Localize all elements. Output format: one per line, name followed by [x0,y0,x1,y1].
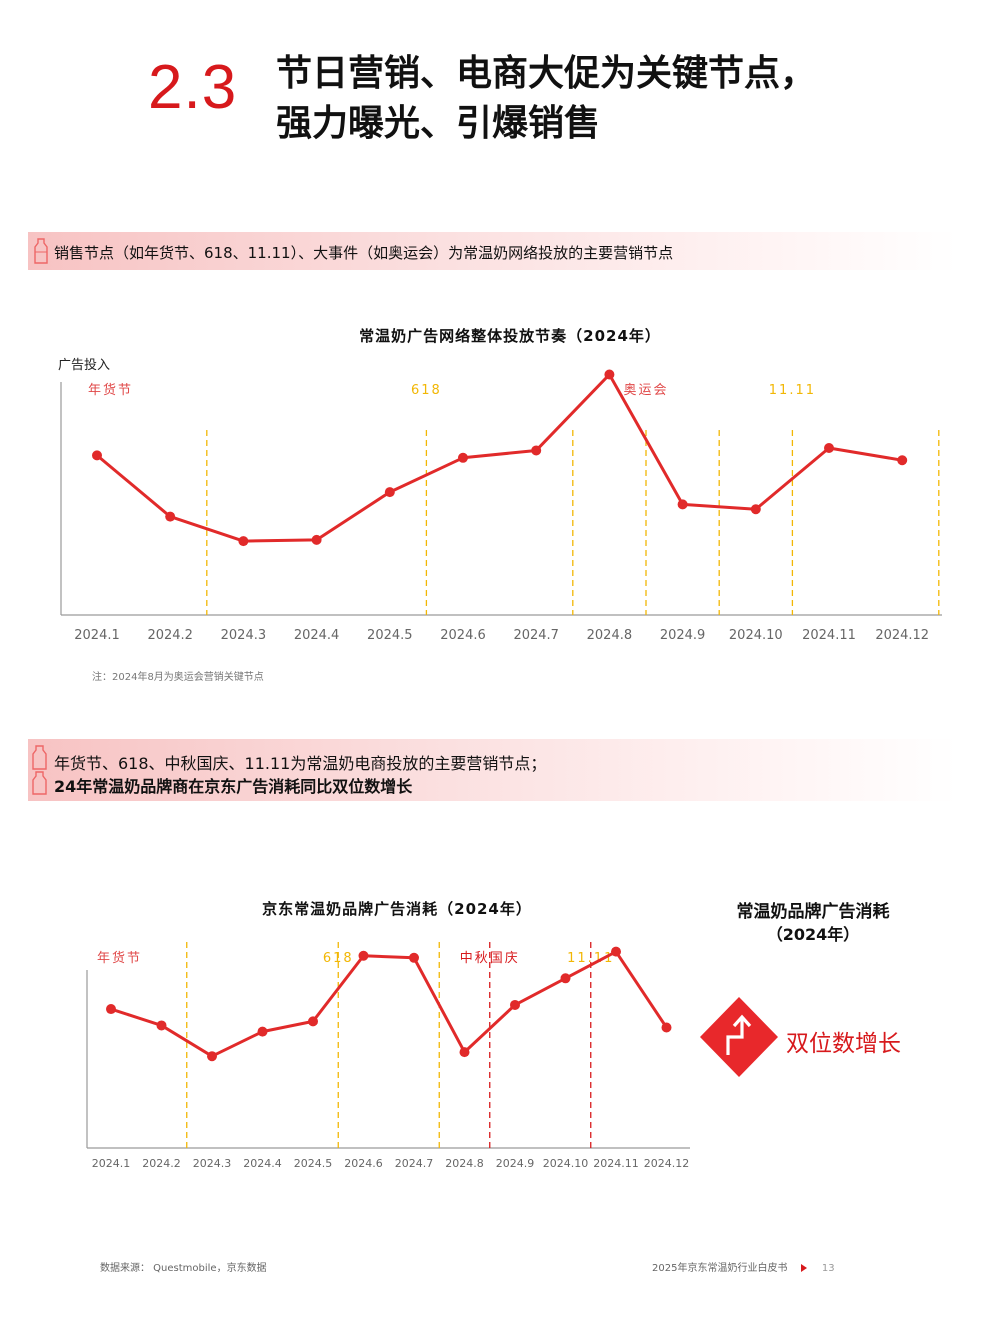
data-point [92,450,102,461]
data-point [750,504,761,515]
event-marker-label: 618 [411,383,442,398]
x-tick-label: 2024.5 [294,1157,333,1170]
data-point [207,1051,217,1062]
data-point [560,973,571,984]
x-tick-label: 2024.3 [193,1157,232,1170]
banner-ecommerce-line2: 24年常温奶品牌商在京东广告消耗同比双位数增长 [54,777,413,796]
page-title-line1: 节日营销、电商大促为关键节点， [276,53,817,94]
data-point [661,1022,672,1033]
data-point [238,536,249,547]
data-point [897,455,908,466]
event-marker-label: 11.11 [567,951,614,966]
x-tick-label: 2024.10 [729,628,783,643]
x-tick-label: 2024.7 [395,1157,434,1170]
event-marker-label: 中秋国庆 [460,951,520,966]
page-number: 13 [821,1263,835,1274]
data-point [156,1020,167,1031]
data-point [308,1016,318,1027]
data-point [459,1047,470,1058]
data-point [604,369,615,380]
play-triangle-icon [800,1264,807,1272]
data-point [824,443,834,453]
event-marker-label: 年货节 [88,382,133,398]
side-panel-subtitle: （2024年） [766,925,860,944]
event-marker-label: 11.11 [769,383,816,398]
banner-ecommerce-line1: 年货节、618、中秋国庆、11.11为常温奶电商投放的主要营销节点； [54,754,547,773]
side-panel-title: 常温奶品牌广告消耗 [736,902,890,922]
banner-ecommerce: 年货节、618、中秋国庆、11.11为常温奶电商投放的主要营销节点； 24年常温… [28,739,958,801]
x-tick-label: 2024.7 [513,628,559,643]
event-marker-label: 618 [323,951,354,966]
data-point [106,1004,116,1015]
banner-network: 销售节点（如年货节、618、11.11）、大事件（如奥运会）为常温奶网络投放的主… [28,232,958,270]
x-tick-label: 2024.5 [367,628,413,643]
data-point [257,1026,268,1037]
x-tick-label: 2024.8 [587,628,633,643]
report-footer: 2025年京东常温奶行业白皮书 13 [652,1259,835,1274]
event-marker-label: 年货节 [97,950,142,966]
chart-title: 常温奶广告网络整体投放节奏（2024年） [359,327,661,345]
report-name: 2025年京东常温奶行业白皮书 [652,1263,788,1274]
x-tick-label: 2024.1 [74,628,120,643]
data-point [531,445,542,456]
series-line [96,373,903,543]
banner-network-text: 销售节点（如年货节、618、11.11）、大事件（如奥运会）为常温奶网络投放的主… [54,244,674,262]
x-tick-label: 2024.8 [445,1157,484,1170]
data-point [165,511,176,522]
x-tick-label: 2024.12 [875,628,929,643]
data-point [358,950,369,961]
event-marker-label: 奥运会 [623,383,668,398]
data-point [677,499,688,510]
x-tick-label: 2024.9 [660,628,706,643]
x-tick-label: 2024.10 [543,1157,589,1170]
x-tick-label: 2024.2 [147,628,193,643]
x-tick-label: 2024.3 [221,628,267,643]
data-point [510,999,520,1010]
chart-title: 京东常温奶品牌广告消耗（2024年） [262,900,532,918]
x-tick-label: 2024.11 [802,628,856,643]
data-point [384,487,395,498]
milk-bottle-icon [32,745,47,795]
data-point [311,534,322,545]
x-tick-label: 2024.9 [496,1157,535,1170]
x-tick-label: 2024.12 [644,1157,690,1170]
x-tick-label: 2024.11 [593,1157,639,1170]
growth-label: 双位数增长 [786,1031,901,1057]
chart-note: 注：2024年8月为奥运会营销关键节点 [92,670,264,683]
milk-bottle-icon [34,238,48,264]
data-point [409,952,419,963]
x-tick-label: 2024.4 [243,1157,282,1170]
section-number: 2.3 [148,53,238,122]
data-point [458,452,468,463]
series-line [110,950,668,1058]
x-tick-label: 2024.2 [142,1157,181,1170]
x-tick-label: 2024.4 [294,628,340,643]
y-axis-label: 广告投入 [58,357,110,373]
page-title-line2: 强力曝光、引爆销售 [276,103,601,144]
data-source: 数据来源： Questmobile，京东数据 [100,1263,267,1274]
data-point [611,946,621,957]
arrow-up-diamond-icon [700,997,778,1077]
x-tick-label: 2024.1 [92,1157,131,1170]
x-tick-label: 2024.6 [440,628,486,643]
x-tick-label: 2024.6 [344,1157,383,1170]
